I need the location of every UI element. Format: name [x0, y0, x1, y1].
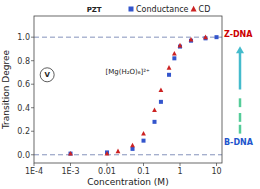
illustration	[40, 68, 54, 82]
x-tick	[107, 163, 108, 166]
x-tick	[216, 163, 217, 166]
x-tick-label: 1	[177, 167, 182, 176]
voltmeter	[40, 68, 54, 82]
point	[105, 151, 110, 156]
x-tick-label: 0.1	[137, 167, 150, 176]
point	[203, 35, 208, 40]
point	[68, 151, 73, 156]
annotation: V	[44, 71, 50, 79]
y-tick	[31, 154, 34, 155]
y-tick	[31, 107, 34, 108]
x-axis-label: Concentration (M)	[87, 177, 168, 187]
series-1	[68, 35, 208, 156]
point	[189, 37, 194, 42]
point	[130, 143, 135, 148]
point	[172, 56, 176, 60]
y-tick-label: 0.4	[17, 104, 30, 113]
chart: 1E-4 1E-3 0.01 0.1 1 10 0.0 0.2 0.4 0.6 0.8 1.0 Conc…	[0, 0, 260, 189]
legend-label: Conductance	[136, 5, 189, 14]
series-0	[69, 35, 219, 155]
x-tick-label: 1E-3	[61, 167, 79, 176]
y-tick-label: 0.8	[17, 57, 30, 66]
x-tick	[34, 163, 35, 166]
y-axis-label: Transition Degree	[1, 49, 11, 130]
y-tick-label: 0.0	[17, 151, 30, 160]
transition-arrow	[236, 46, 244, 133]
x-tick-label: 10	[211, 167, 221, 176]
plot-frame	[34, 16, 222, 163]
reference-line	[34, 154, 222, 155]
point	[215, 35, 219, 39]
legend-label: CD	[199, 5, 211, 14]
point	[131, 147, 135, 151]
annotation: PZT	[87, 6, 102, 14]
point	[141, 131, 146, 136]
point	[116, 149, 121, 154]
point	[159, 100, 163, 104]
y-tick	[31, 60, 34, 61]
point	[178, 43, 183, 48]
reference-line	[34, 37, 222, 38]
point	[69, 152, 73, 156]
point	[142, 139, 146, 143]
y-tick-label: 0.2	[17, 127, 30, 136]
annotation: B-DNA	[224, 138, 254, 147]
legend-swatch	[129, 7, 134, 12]
point	[152, 107, 157, 112]
plot-area	[34, 35, 222, 156]
point	[167, 65, 172, 70]
point	[153, 120, 157, 124]
x-tick-label: 0.01	[98, 167, 116, 176]
legend-swatch	[191, 6, 197, 12]
legend: Conductance CD	[129, 5, 211, 14]
y-tick	[31, 131, 34, 132]
point	[172, 51, 177, 56]
annotation: Z-DNA	[224, 30, 253, 39]
x-tick-label: 1E-4	[25, 167, 43, 176]
x-tick	[70, 163, 71, 166]
point	[167, 73, 171, 77]
x-tick	[143, 163, 144, 166]
y-tick	[31, 37, 34, 38]
y-tick	[31, 84, 34, 85]
x-tick	[180, 163, 181, 166]
point	[159, 87, 164, 92]
y-tick-label: 1.0	[17, 33, 30, 42]
annotation: [Mg(H₂O)₆]²⁺	[105, 68, 150, 76]
y-tick-label: 0.6	[17, 80, 30, 89]
